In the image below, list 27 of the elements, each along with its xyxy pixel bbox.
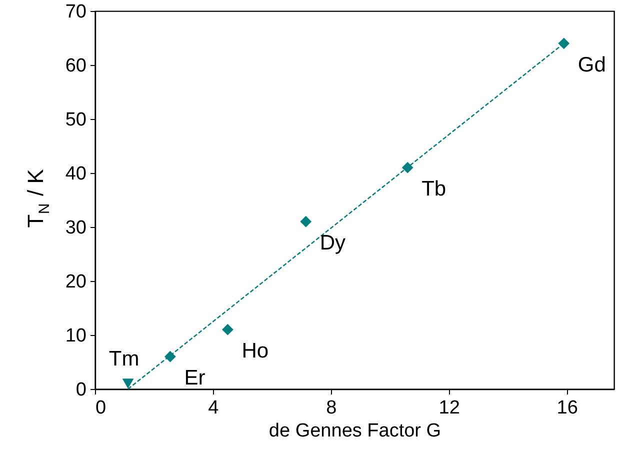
y-tick-label: 30	[65, 218, 86, 238]
x-tick-label: 4	[208, 398, 220, 418]
y-tick-label: 50	[65, 110, 86, 130]
point	[164, 350, 176, 362]
annotation: Er	[184, 366, 206, 390]
point	[222, 324, 234, 336]
annotation: Tb	[422, 178, 446, 201]
y-tick-label: 0	[76, 380, 86, 400]
y-tick-label: 10	[65, 326, 86, 346]
x-axis-title: de Gennes Factor G	[268, 420, 442, 442]
point	[122, 378, 134, 389]
annotation: Tm	[108, 348, 140, 371]
annotation: Gd	[578, 53, 606, 76]
point	[300, 216, 312, 228]
y-tick-label: 40	[65, 164, 86, 184]
x-tick-label: 0	[96, 398, 106, 418]
point	[402, 162, 414, 174]
y-tick-label: 60	[65, 56, 86, 76]
x-tick-label: 16	[556, 398, 578, 418]
annotation: Dy	[320, 232, 346, 255]
point	[558, 38, 570, 50]
annotation: Ho	[242, 340, 269, 363]
x-tick-label: 8	[326, 398, 337, 418]
y-axis-title: TN / K	[23, 168, 53, 228]
y-tick-label: 70	[65, 2, 86, 22]
y-tick-label: 20	[65, 272, 86, 292]
x-tick-label: 12	[438, 398, 460, 418]
